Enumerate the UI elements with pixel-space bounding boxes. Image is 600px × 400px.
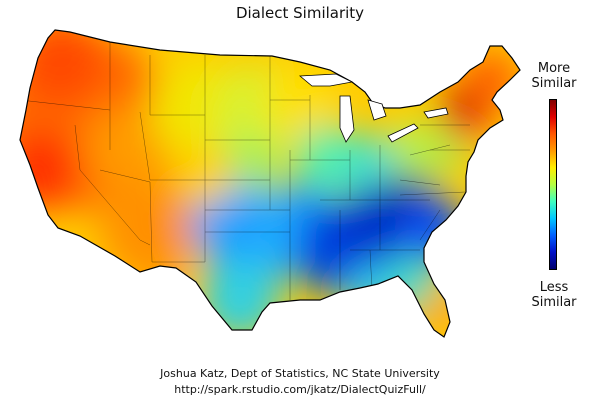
legend-high-label: More Similar — [514, 61, 594, 91]
state-border — [149, 181, 205, 263]
lake-erie — [387, 123, 419, 143]
legend-colorbar — [549, 99, 557, 270]
lake-huron — [367, 99, 387, 121]
similarity-blob — [395, 195, 465, 265]
lake-superior — [298, 73, 354, 87]
similarity-blob — [20, 130, 80, 210]
state-border — [149, 55, 205, 116]
similarity-blob — [85, 105, 175, 195]
state-border — [99, 169, 151, 183]
similarity-blob — [140, 280, 180, 320]
map-title: Dialect Similarity — [235, 4, 365, 22]
legend-low-label: Less Similar — [514, 280, 594, 310]
state-border — [20, 99, 111, 111]
similarity-blob — [460, 50, 520, 110]
state-border — [419, 209, 441, 241]
lake-ontario — [423, 107, 449, 119]
similarity-blob — [200, 260, 280, 337]
state-border — [399, 179, 441, 186]
state-border — [369, 249, 373, 291]
similarity-blob — [20, 30, 105, 105]
similarity-blob — [420, 290, 460, 330]
legend-low-line1: Less — [539, 280, 569, 295]
legend-high-line1: More — [537, 61, 571, 76]
legend-high-line2: Similar — [531, 76, 577, 91]
credit-author: Joshua Katz, Dept of Statistics, NC Stat… — [160, 367, 440, 380]
legend-low-line2: Similar — [531, 295, 577, 310]
similarity-blob — [455, 115, 485, 145]
lake-michigan — [339, 95, 355, 143]
state-border — [74, 124, 141, 241]
similarity-blob — [100, 180, 200, 280]
state-borders — [20, 42, 470, 300]
state-border — [139, 111, 151, 181]
credit-url[interactable]: http://spark.rstudio.com/jkatz/DialectQu… — [174, 383, 426, 396]
state-border — [399, 191, 466, 196]
state-border — [139, 239, 151, 246]
